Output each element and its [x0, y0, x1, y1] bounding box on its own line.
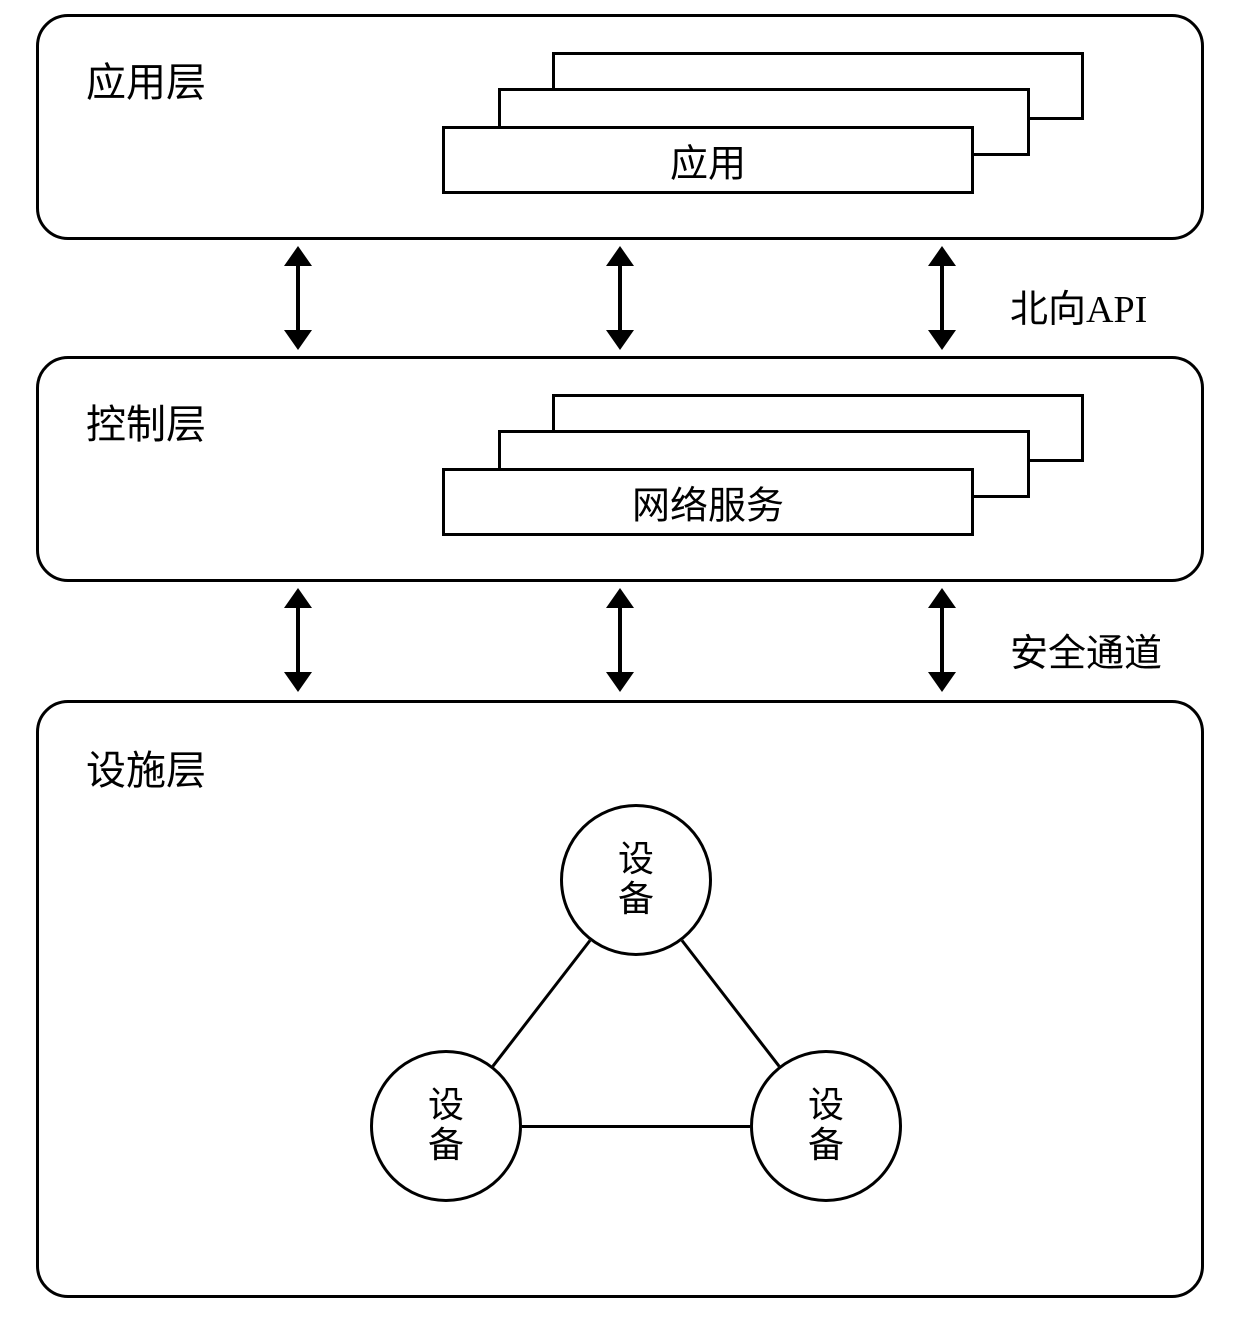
device-node-label: 设备: [808, 1086, 844, 1165]
ctrl-card-label: 网络服务: [445, 475, 971, 530]
app-card-label: 应用: [445, 133, 971, 188]
secure-channel-arrow-3: [924, 588, 960, 692]
secure-channel-arrow-1: [280, 588, 316, 692]
infrastructure-layer-title: 设施层: [86, 738, 206, 796]
device-edge: [522, 1125, 750, 1128]
device-node-right: 设备: [750, 1050, 902, 1202]
north-api-arrow-3: [924, 246, 960, 350]
control-layer-title: 控制层: [86, 392, 206, 450]
secure-channel-label: 安全通道: [1010, 622, 1162, 677]
secure-channel-arrow-2: [602, 588, 638, 692]
infrastructure-layer-box: [36, 700, 1204, 1298]
application-layer-title: 应用层: [86, 50, 206, 108]
ctrl-card-front: 网络服务: [442, 468, 974, 536]
device-node-left: 设备: [370, 1050, 522, 1202]
app-card-front: 应用: [442, 126, 974, 194]
device-node-top: 设备: [560, 804, 712, 956]
north-api-arrow-1: [280, 246, 316, 350]
north-api-label: 北向API: [1010, 278, 1147, 333]
device-node-label: 设备: [428, 1086, 464, 1165]
device-node-label: 设备: [618, 840, 654, 919]
north-api-arrow-2: [602, 246, 638, 350]
